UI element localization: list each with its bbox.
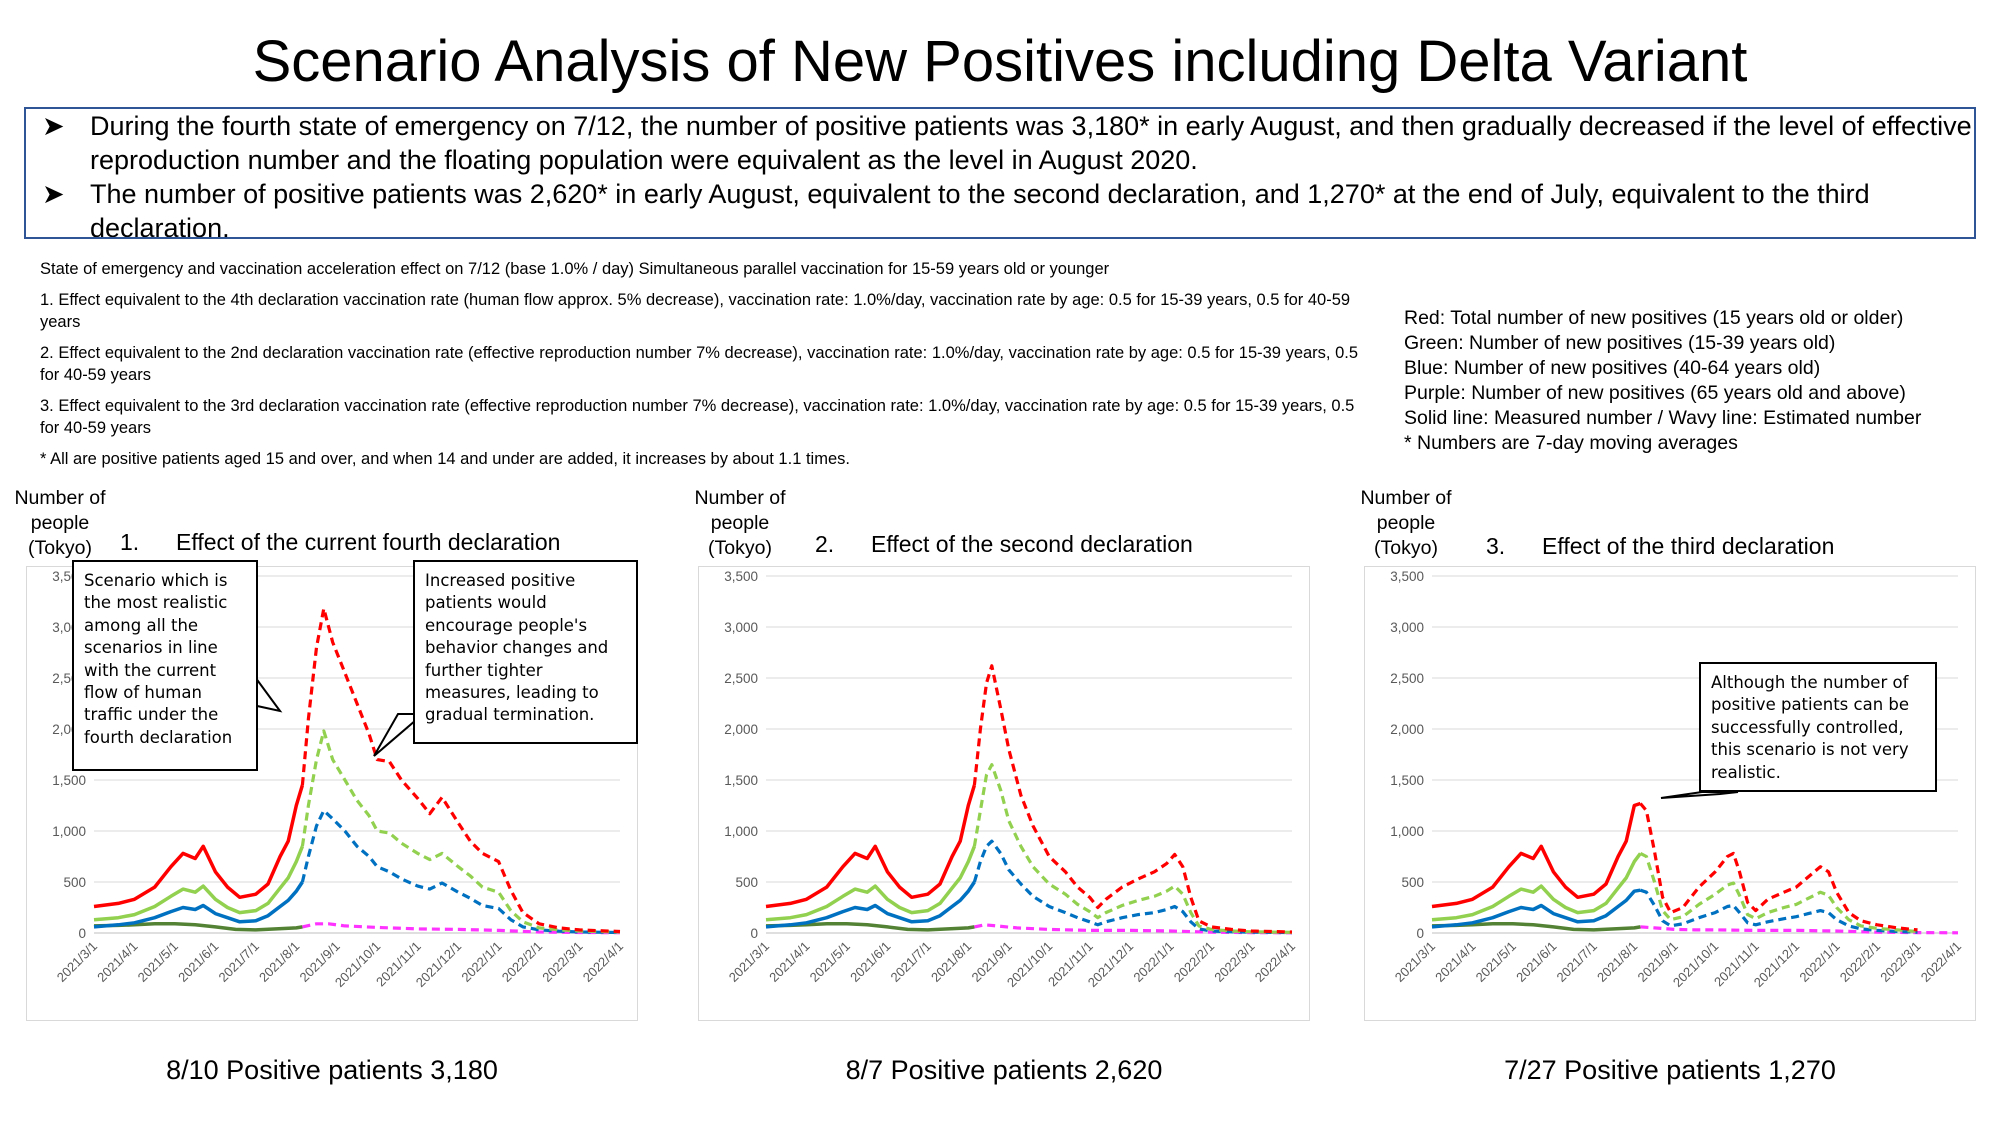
y-label-line: Number of [14, 487, 106, 509]
summary-text: During the fourth state of emergency on … [90, 111, 1972, 175]
legend-item: Purple: Number of new positives (65 year… [1404, 382, 1906, 404]
green-measured-line [1431, 852, 1642, 922]
chart-svg: 05001,0001,5002,0002,5003,0003,5002021/3… [1364, 566, 1976, 1021]
purple-estimated-line [302, 922, 621, 935]
callout-termination: Increased positive patients would encour… [413, 560, 638, 744]
y-label-line: Number of [1360, 487, 1452, 509]
result-caption: 8/10 Positive patients 3,180 [166, 1055, 498, 1085]
legend-item: Green: Number of new positives (15-39 ye… [1404, 332, 1836, 354]
arrow-bullet-icon: ➤ [42, 179, 65, 209]
legend-item: Blue: Number of new positives (40-64 yea… [1404, 357, 1821, 379]
green-estimated-line [300, 729, 621, 934]
y-axis-label: Number of people (Tokyo) [6, 486, 114, 561]
y-tick-label: 1,000 [724, 824, 758, 839]
chart-number: 3. [1486, 533, 1506, 559]
y-tick-label: 500 [63, 875, 86, 890]
callout-pointer [1660, 791, 1739, 799]
line-chart-third-declaration: 0 500 1,000 1,500 2,000 2,500 3,000 3,500 2021/3… [1364, 566, 1976, 1021]
chart-title-text: Effect of the current fourth declaration [176, 529, 561, 555]
chart-frame [1364, 566, 1976, 1021]
y-tick-label: 3,000 [724, 620, 758, 635]
chart-title-text: Effect of the second declaration [871, 531, 1193, 557]
purple-estimated-line [974, 923, 1293, 935]
note-line: 1. Effect equivalent to the 4th declarat… [40, 291, 1351, 331]
callout-realistic: Scenario which is the most realistic amo… [72, 560, 258, 771]
note-line: 2. Effect equivalent to the 2nd declarat… [40, 344, 1359, 384]
chart-svg: 05001,0001,5002,0002,5003,0003,5002021/3… [698, 566, 1310, 1021]
callout-not-realistic: Although the number of positive patients… [1699, 662, 1937, 792]
y-tick-label: 2,500 [1390, 671, 1424, 686]
summary-bullet: ➤ During the fourth state of emergency o… [26, 109, 1974, 177]
note-line: 3. Effect equivalent to the 3rd declarat… [40, 397, 1355, 437]
blue-measured-line [765, 881, 976, 929]
red-estimated-line [1639, 802, 1918, 932]
y-label-line: Number of [694, 487, 786, 509]
y-tick-label: 3,500 [1390, 569, 1424, 584]
y-tick-label: 1,500 [724, 773, 758, 788]
green-estimated-line [972, 763, 1293, 934]
y-tick-label: 1,500 [1390, 773, 1424, 788]
note-line: State of emergency and vaccination accel… [40, 260, 1110, 278]
blue-measured-line [93, 881, 304, 929]
page-title: Scenario Analysis of New Positives inclu… [252, 29, 1748, 94]
arrow-bullet-icon: ➤ [42, 111, 65, 141]
black-measured-line [765, 922, 975, 932]
red-measured-line [1431, 801, 1641, 909]
summary-box: ➤ During the fourth state of emergency o… [24, 107, 1976, 239]
y-tick-label: 2,000 [724, 722, 758, 737]
red-measured-line [93, 784, 305, 909]
chart-title: 3. Effect of the third declaration [1486, 533, 1834, 560]
y-label-line: (Tokyo) [28, 537, 92, 559]
chart-frame [698, 566, 1310, 1021]
y-tick-label: 500 [735, 875, 758, 890]
chart-number: 1. [120, 529, 140, 555]
summary-bullet: ➤ The number of positive patients was 2,… [26, 177, 1974, 239]
y-tick-label: 1,500 [52, 773, 86, 788]
black-measured-line [1431, 922, 1641, 932]
scenario-notes: State of emergency and vaccination accel… [40, 258, 1360, 479]
y-tick-label: 3,500 [724, 569, 758, 584]
legend-item: * Numbers are 7-day moving averages [1404, 432, 1738, 454]
summary-text: The number of positive patients was 2,62… [90, 179, 1870, 239]
y-tick-label: 1,000 [1390, 824, 1424, 839]
blue-estimated-line [972, 839, 1293, 935]
y-tick-label: 0 [1416, 926, 1424, 941]
y-tick-label: 1,000 [52, 824, 86, 839]
blue-measured-line [1431, 888, 1641, 929]
y-label-line: people [30, 512, 90, 534]
y-tick-label: 0 [750, 926, 758, 941]
y-tick-label: 2,500 [724, 671, 758, 686]
y-tick-label: 500 [1401, 875, 1424, 890]
chart-title: 1. Effect of the current fourth declarati… [120, 529, 560, 556]
green-measured-line [93, 845, 305, 922]
chart-number: 2. [815, 531, 835, 557]
red-measured-line [765, 784, 977, 909]
note-line: * All are positive patients aged 15 and … [40, 450, 850, 468]
y-label-line: people [1376, 512, 1436, 534]
green-estimated-line [1639, 851, 1918, 934]
line-chart-second-declaration: 0 500 1,000 1,500 2,000 2,500 3,000 3,500 2021/3… [698, 566, 1310, 1021]
red-estimated-line [972, 664, 1293, 934]
black-measured-line [93, 922, 303, 932]
chart-title: 2. Effect of the second declaration [815, 531, 1193, 558]
blue-estimated-line [1639, 888, 1918, 934]
result-caption: 8/7 Positive patients 2,620 [845, 1055, 1163, 1085]
blue-estimated-line [300, 809, 621, 935]
y-tick-label: 2,000 [1390, 722, 1424, 737]
y-axis-label: Number of people (Tokyo) [686, 486, 794, 561]
legend-item: Solid line: Measured number / Wavy line:… [1404, 407, 1922, 429]
y-axis-label: Number of people (Tokyo) [1352, 486, 1460, 561]
y-tick-label: 0 [78, 926, 86, 941]
legend-item: Red: Total number of new positives (15 y… [1404, 307, 1904, 329]
color-legend: Red: Total number of new positives (15 y… [1404, 306, 1921, 456]
red-estimated-line [300, 607, 621, 934]
y-tick-label: 3,000 [1390, 620, 1424, 635]
y-label-line: (Tokyo) [1374, 537, 1438, 559]
result-caption: 7/27 Positive patients 1,270 [1504, 1055, 1836, 1085]
green-measured-line [765, 845, 977, 922]
y-label-line: people [710, 512, 770, 534]
chart-title-text: Effect of the third declaration [1542, 533, 1835, 559]
y-label-line: (Tokyo) [708, 537, 772, 559]
